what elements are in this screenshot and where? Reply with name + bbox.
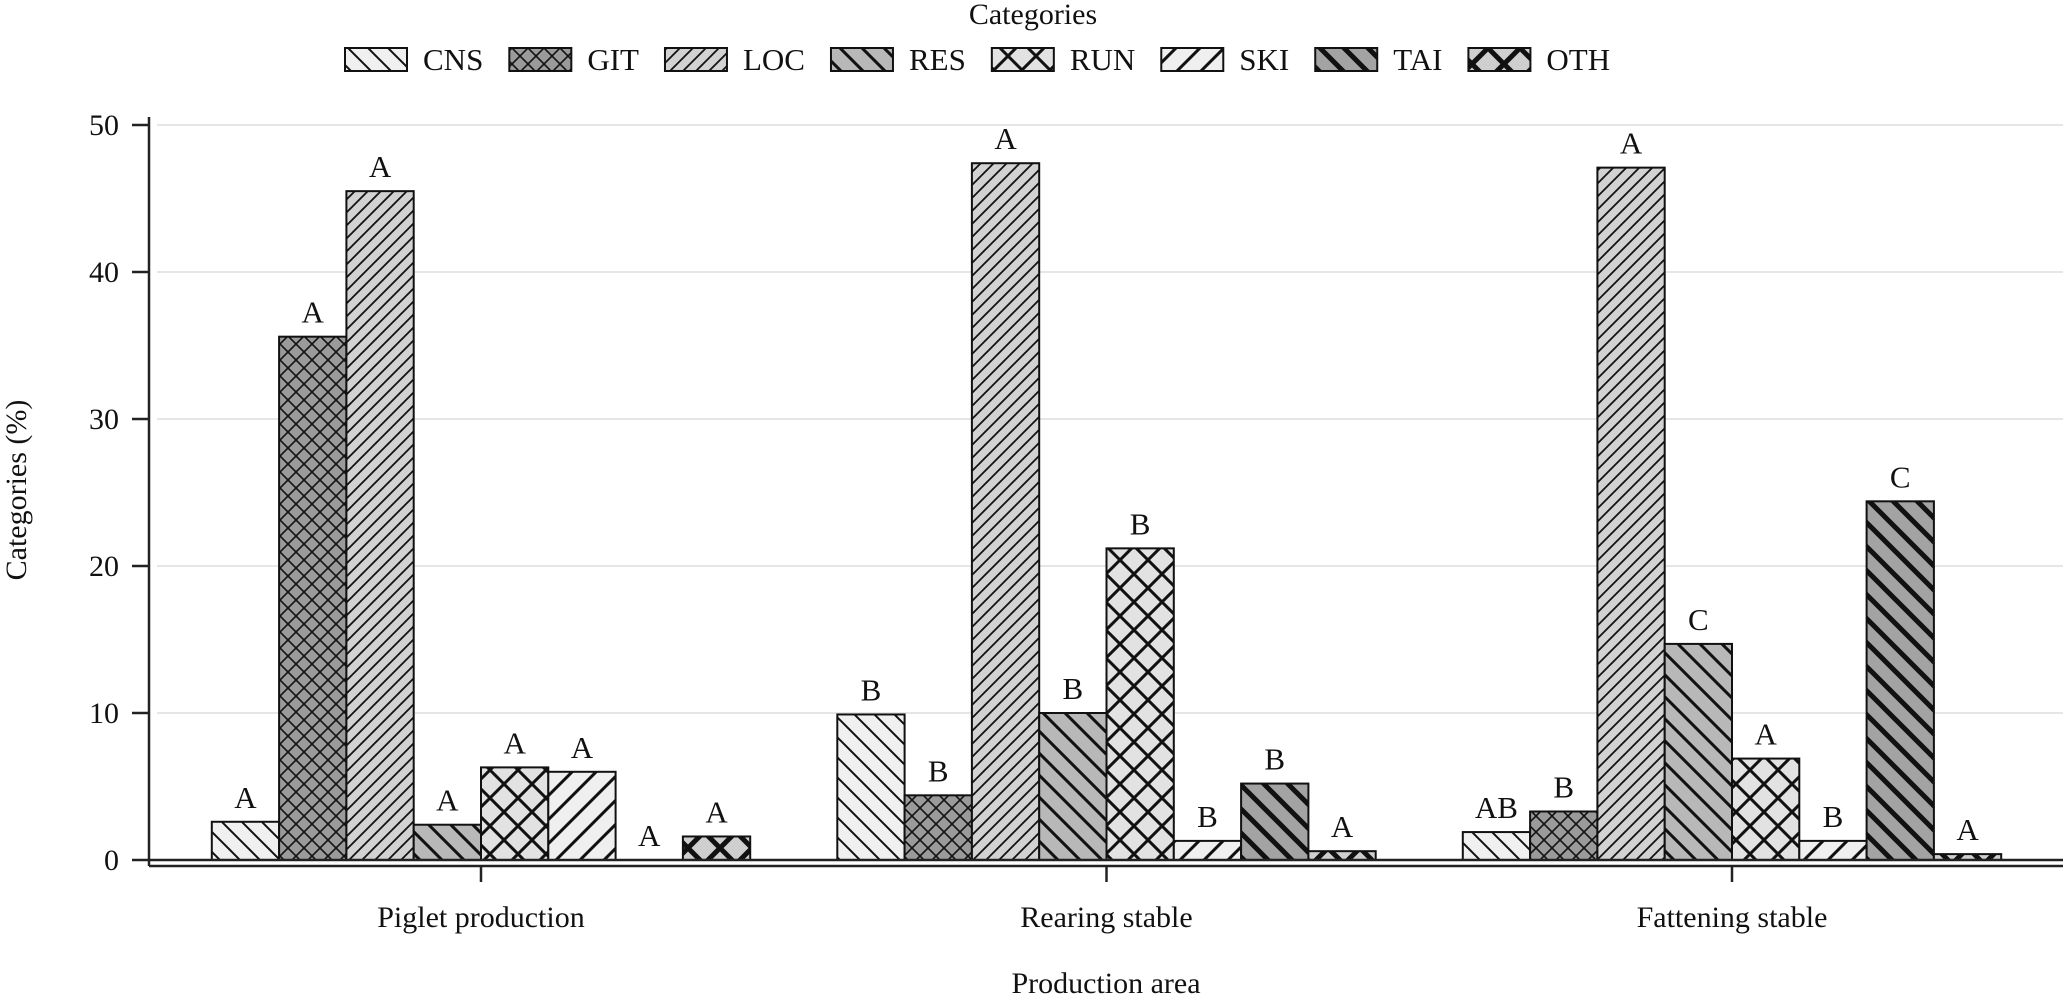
legend-label: SKI [1239, 42, 1289, 77]
legend-label: RUN [1070, 42, 1135, 77]
legend-item-cns: CNS [344, 42, 483, 77]
y-tick-label: 20 [89, 550, 119, 583]
legend-label: CNS [423, 42, 483, 77]
letter-run-0: A [503, 725, 526, 760]
bar-loc-2 [1597, 167, 1665, 860]
bar-res-1 [1039, 713, 1107, 860]
letter-cns-1: B [861, 672, 882, 707]
letter-res-0: A [436, 783, 459, 818]
letter-ski-2: B [1823, 799, 1844, 834]
bar-oth-1 [1308, 851, 1376, 860]
bar-run-2 [1732, 758, 1800, 860]
letter-oth-0: A [705, 794, 728, 829]
legend-swatch [1314, 47, 1379, 72]
legend-swatch [1160, 47, 1225, 72]
letter-res-2: C [1688, 602, 1709, 637]
legend-item-res: RES [829, 42, 966, 77]
legend-swatch [1467, 47, 1532, 72]
legend-title: Categories [969, 0, 1097, 31]
letter-oth-1: A [1331, 809, 1354, 844]
bar-oth-2 [1933, 854, 2002, 860]
letter-ski-1: B [1197, 799, 1218, 834]
legend-label: OTH [1546, 42, 1610, 77]
x-axis-title: Production area [1011, 967, 1200, 996]
bar-cns-0 [211, 821, 280, 860]
letter-tai-1: B [1264, 742, 1285, 777]
bar-res-0 [413, 824, 481, 860]
legend-swatch [829, 47, 894, 72]
letter-run-1: B [1130, 506, 1151, 541]
letter-git-2: B [1553, 769, 1574, 804]
bar-loc-1 [971, 163, 1040, 861]
letter-loc-1: A [994, 121, 1017, 156]
bar-git-0 [279, 336, 347, 860]
bars [210, 162, 2003, 862]
letter-tai-0: A [638, 818, 661, 853]
letter-tai-2: C [1890, 459, 1911, 494]
legend-item-ski: SKI [1160, 42, 1289, 77]
legend-label: RES [909, 42, 966, 77]
bar-run-1 [1106, 548, 1174, 860]
letter-git-0: A [302, 295, 325, 330]
legend-swatch [508, 47, 573, 72]
legend-item-run: RUN [990, 42, 1135, 77]
bar-git-2 [1530, 811, 1598, 860]
legend-item-oth: OTH [1467, 42, 1610, 77]
legend-item-loc: LOC [663, 42, 805, 77]
x-tick-label: Rearing stable [1020, 901, 1192, 934]
legend-swatch [990, 47, 1055, 72]
bar-ski-1 [1173, 840, 1242, 860]
bar-run-0 [481, 767, 549, 860]
y-tick-label: 30 [89, 403, 119, 436]
legend-swatch [663, 47, 728, 72]
bar-ski-2 [1799, 840, 1867, 860]
bar-git-1 [904, 795, 972, 860]
bar-ski-0 [548, 771, 616, 860]
letter-run-2: A [1754, 717, 1777, 752]
y-tick-label: 0 [104, 844, 119, 877]
axes: 0 10 20 30 40 50 Piglet production Rearing stab… [89, 109, 2063, 934]
legend-item-git: GIT [508, 42, 639, 77]
bar-loc-0 [346, 191, 414, 860]
legend-label: LOC [743, 42, 805, 77]
y-tick-label: 10 [89, 697, 119, 730]
bar-cns-2 [1462, 832, 1531, 860]
legend-swatch [344, 47, 408, 72]
gridlines [157, 124, 2063, 714]
legend-item-tai: TAI [1314, 42, 1442, 77]
letter-loc-0: A [369, 149, 392, 184]
letter-res-1: B [1063, 671, 1084, 706]
letter-ski-0: A [571, 730, 594, 765]
bar-tai-1 [1241, 783, 1309, 860]
x-tick-label: Fattening stable [1637, 901, 1828, 934]
legend: Categories CNS GIT LOC RES RUN SKI TAI OTH [344, 0, 1610, 77]
letter-git-1: B [928, 753, 949, 788]
bar-tai-2 [1866, 501, 1934, 860]
letter-oth-2: A [1956, 812, 1979, 847]
letter-cns-2: AB [1475, 790, 1518, 825]
letter-cns-0: A [234, 780, 257, 815]
y-tick-label: 50 [89, 109, 119, 142]
bar-oth-0 [682, 836, 751, 860]
letter-loc-2: A [1620, 126, 1643, 161]
y-tick-label: 40 [89, 256, 119, 289]
bar-cns-1 [837, 714, 905, 860]
legend-label: GIT [587, 42, 639, 77]
x-tick-label: Piglet production [377, 901, 584, 934]
y-axis-title: Categories (%) [0, 400, 33, 581]
bar-res-2 [1664, 643, 1732, 860]
legend-label: TAI [1393, 42, 1442, 77]
